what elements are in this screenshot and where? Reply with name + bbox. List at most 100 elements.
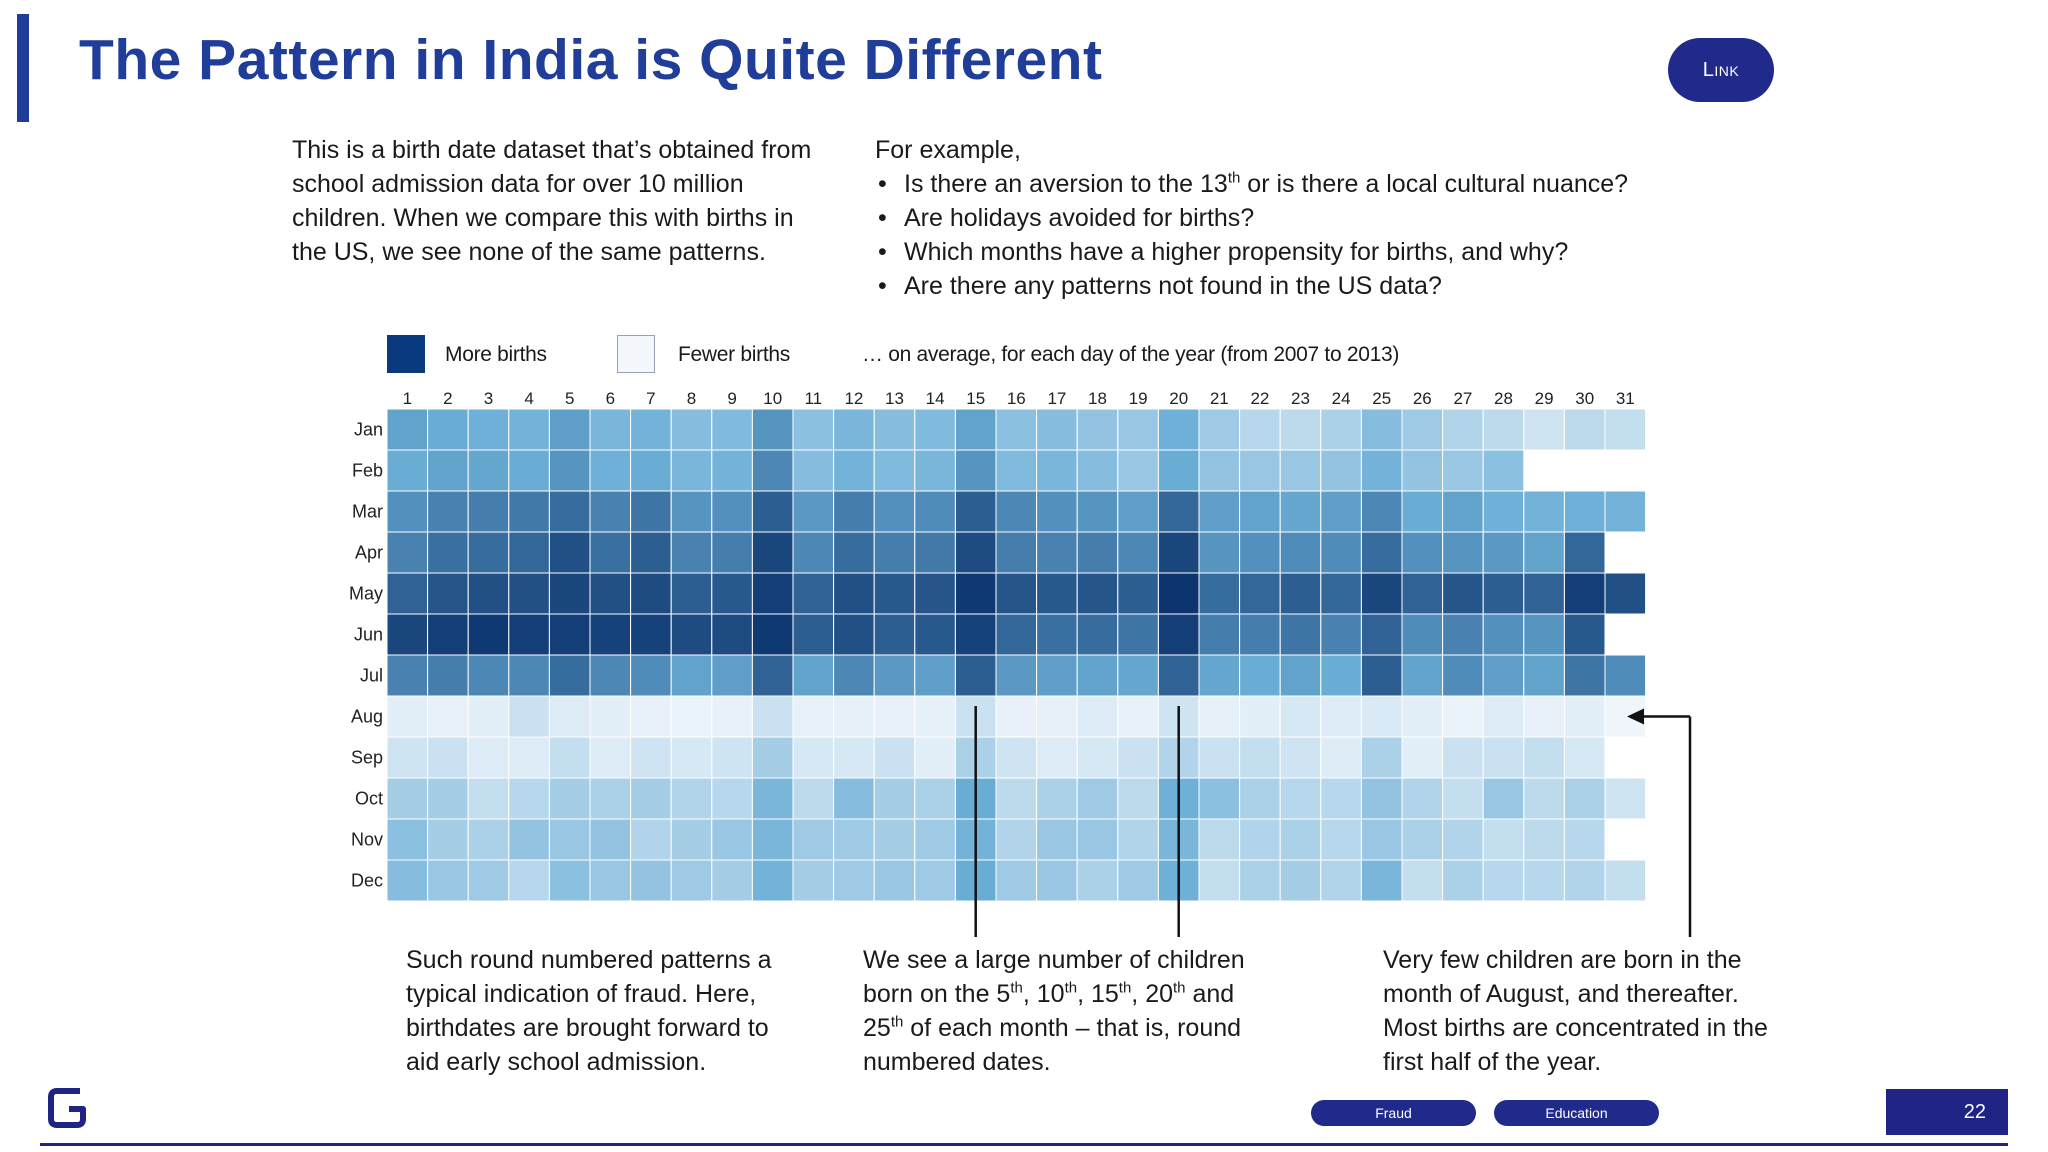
heatmap-cell	[1563, 736, 1606, 779]
heatmap-cell	[1401, 449, 1444, 492]
august-arrowhead	[1627, 708, 1644, 725]
heatmap-cell	[1076, 777, 1119, 820]
heatmap-cell	[1523, 408, 1565, 451]
heatmap-cell	[1360, 859, 1403, 902]
month-tick-label: Mar	[352, 502, 383, 522]
link-button[interactable]: Link	[1668, 38, 1774, 102]
tag-fraud[interactable]: Fraud	[1311, 1100, 1476, 1126]
heatmap-cell	[1401, 818, 1444, 861]
heatmap-cell	[1157, 531, 1200, 574]
page-title: The Pattern in India is Quite Different	[79, 28, 1103, 92]
day-tick-label: 28	[1494, 389, 1513, 408]
heatmap-cell	[1157, 736, 1200, 779]
heatmap-cell	[1157, 654, 1200, 697]
heatmap-cell	[1563, 572, 1606, 615]
day-tick-label: 31	[1616, 389, 1635, 408]
day-tick-label: 18	[1088, 389, 1107, 408]
heatmap-cell	[467, 572, 510, 615]
heatmap-cell	[1117, 859, 1159, 902]
note-august: Very few children are born in the month …	[1383, 946, 1768, 1076]
heatmap-cell	[1036, 490, 1078, 533]
heatmap-cell	[427, 654, 469, 697]
heatmap-cell	[1036, 408, 1078, 451]
heatmap-cell	[1279, 695, 1322, 738]
day-tick-label: 24	[1332, 389, 1351, 408]
heatmap-cell	[1320, 449, 1362, 492]
tag-education[interactable]: Education	[1494, 1100, 1659, 1126]
note-round-dates: We see a large number of children born o…	[863, 946, 1245, 1076]
heatmap-cell	[386, 531, 429, 574]
heatmap-cell	[1117, 777, 1159, 820]
heatmap-cell	[1198, 531, 1241, 574]
heatmap-cell	[1157, 408, 1200, 451]
heatmap-cell	[711, 490, 753, 533]
heatmap-cell	[792, 572, 835, 615]
heatmap-cell	[427, 818, 469, 861]
heatmap-cell	[1239, 777, 1281, 820]
legend-fewer-swatch	[617, 335, 655, 373]
heatmap-cell	[548, 408, 591, 451]
heatmap-cell	[1360, 695, 1403, 738]
annotation-lines	[974, 706, 1692, 937]
heatmap-cell	[1198, 777, 1241, 820]
heatmap-cell	[1320, 531, 1362, 574]
heatmap-cell	[1563, 408, 1606, 451]
day-tick-label: 12	[844, 389, 863, 408]
heatmap-cell	[467, 695, 510, 738]
heatmap-cell	[1076, 408, 1119, 451]
heatmap-cell	[1117, 449, 1159, 492]
heatmap-cell	[954, 736, 997, 779]
heatmap-cell	[1320, 654, 1362, 697]
day-tick-label: 10	[763, 389, 782, 408]
question-item: Which months have a higher propensity fo…	[875, 235, 1875, 269]
heatmap-cell	[1401, 408, 1444, 451]
heatmap-cell	[1157, 449, 1200, 492]
heatmap-cell	[1198, 449, 1241, 492]
heatmap-cell	[1360, 777, 1403, 820]
heatmap-cell	[467, 818, 510, 861]
heatmap-cell	[548, 654, 591, 697]
heatmap-cell	[508, 736, 550, 779]
legend-more-swatch	[387, 335, 425, 373]
day-tick-label: 17	[1047, 389, 1066, 408]
month-labels: Jan Feb Mar Apr May Jun Jul Aug Sep Oct Nov Dec	[349, 420, 383, 891]
heatmap-cell	[1401, 531, 1444, 574]
heatmap-cell	[1279, 408, 1322, 451]
heatmap-cell	[548, 490, 591, 533]
heatmap-cell	[833, 572, 875, 615]
title-accent-bar	[17, 14, 29, 122]
heatmap-cell	[1482, 777, 1525, 820]
heatmap-cell	[1076, 736, 1119, 779]
heatmap-cell	[751, 859, 794, 902]
heatmap-cell	[670, 449, 713, 492]
heatmap-cell	[1239, 449, 1281, 492]
heatmap-cell	[914, 572, 956, 615]
heatmap-cell	[995, 613, 1038, 656]
heatmap-cell	[1076, 654, 1119, 697]
heatmap-cell	[833, 818, 875, 861]
heatmap-cell	[1442, 654, 1484, 697]
heatmap-cell	[1320, 859, 1362, 902]
heatmap-cell	[508, 859, 550, 902]
heatmap-cell	[1239, 736, 1281, 779]
heatmap-cell	[1563, 613, 1606, 656]
heatmap-cell	[792, 818, 835, 861]
heatmap-cell	[1036, 531, 1078, 574]
heatmap-cell	[1482, 818, 1525, 861]
heatmap-cell	[711, 408, 753, 451]
heatmap-cell	[1320, 695, 1362, 738]
heatmap-cell	[792, 531, 835, 574]
heatmap-cell	[1198, 695, 1241, 738]
month-tick-label: Nov	[351, 830, 383, 850]
heatmap-cell	[792, 654, 835, 697]
month-tick-label: Aug	[351, 707, 383, 727]
heatmap-cell	[1360, 818, 1403, 861]
heatmap-cell	[751, 449, 794, 492]
heatmap-cell	[1604, 408, 1647, 451]
heatmap-cell	[1198, 572, 1241, 615]
heatmap-cell	[833, 859, 875, 902]
heatmap-cell	[995, 777, 1038, 820]
heatmap-cells	[386, 408, 1647, 902]
heatmap-cell	[427, 613, 469, 656]
day-tick-label: 4	[524, 389, 533, 408]
